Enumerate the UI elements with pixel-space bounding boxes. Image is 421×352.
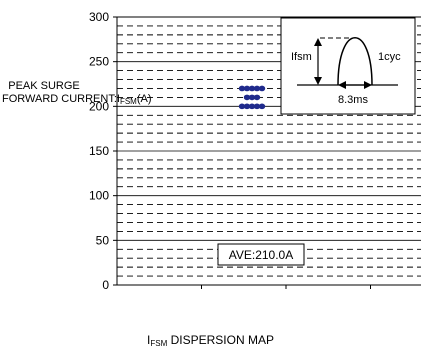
- y-axis-label: PEAK SURGE FORWARD CURRENT:IFSM(A): [2, 80, 152, 108]
- caption-sub: FSM: [150, 339, 168, 348]
- data-point: [248, 94, 256, 101]
- inset-box: [280, 17, 416, 115]
- y-tick-label: 0: [102, 278, 109, 292]
- peak-arrow-up-icon: [314, 38, 322, 46]
- caption-suffix: DISPERSION MAP: [167, 333, 274, 347]
- inset-cycle-label: 1cyc: [378, 51, 401, 63]
- data-point: [238, 85, 246, 92]
- waveform-inset: Ifsm 1cyc 8.3ms: [280, 17, 416, 115]
- average-label: AVE:210.0A: [229, 248, 294, 262]
- data-point: [253, 94, 261, 101]
- data-point: [243, 85, 251, 92]
- peak-arrow-down-icon: [314, 77, 322, 85]
- data-point: [248, 103, 256, 110]
- data-point: [243, 103, 251, 110]
- caption-prefix: I: [147, 333, 151, 347]
- data-point: [258, 85, 266, 92]
- inset-peak-label: Ifsm: [291, 51, 312, 63]
- data-point: [248, 85, 256, 92]
- x-axis-caption: IFSM DISPERSION MAP: [0, 333, 421, 348]
- y-tick-label: 250: [89, 55, 109, 69]
- data-point: [243, 94, 251, 101]
- data-point: [258, 103, 266, 110]
- average-annotation: AVE:210.0A: [217, 243, 305, 266]
- x-tick-marks: [201, 285, 371, 289]
- y-axis-label-line1: PEAK SURGE: [8, 80, 80, 92]
- y-axis-label-suffix: (A): [136, 93, 152, 105]
- data-points: [238, 85, 266, 110]
- width-arrow-right-icon: [364, 81, 372, 89]
- y-tick-label: 50: [96, 233, 110, 247]
- y-axis-label-prefix: FORWARD CURRENT:I: [2, 93, 120, 105]
- y-tick-label: 100: [89, 189, 109, 203]
- data-point: [253, 103, 261, 110]
- inset-width-label: 8.3ms: [338, 94, 368, 106]
- average-box: [217, 243, 305, 266]
- data-point: [238, 103, 246, 110]
- width-arrow-left-icon: [338, 81, 346, 89]
- data-point: [253, 85, 261, 92]
- y-axis-label-sub: FSM: [119, 97, 137, 106]
- y-tick-label: 200: [89, 99, 109, 113]
- y-tick-label: 150: [89, 144, 109, 158]
- y-tick-labels: 0 50 100 150 200 250 300: [89, 10, 117, 292]
- y-tick-label: 300: [89, 10, 109, 24]
- y-axis-label-line2: FORWARD CURRENT:IFSM(A): [2, 93, 152, 108]
